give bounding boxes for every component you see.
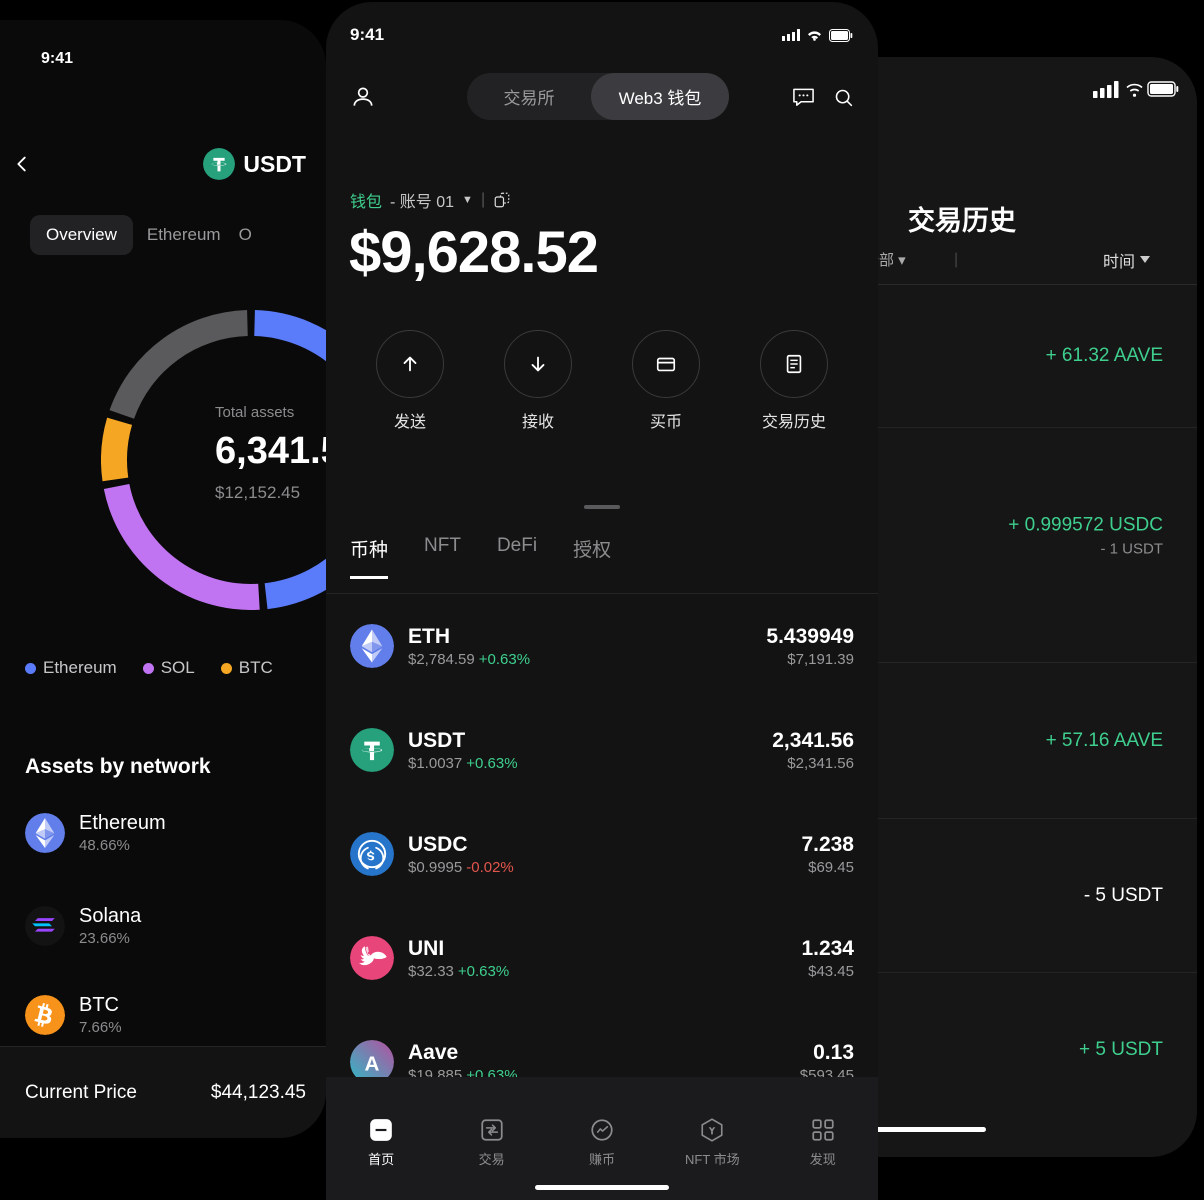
svg-text:A: A bbox=[365, 1052, 380, 1075]
